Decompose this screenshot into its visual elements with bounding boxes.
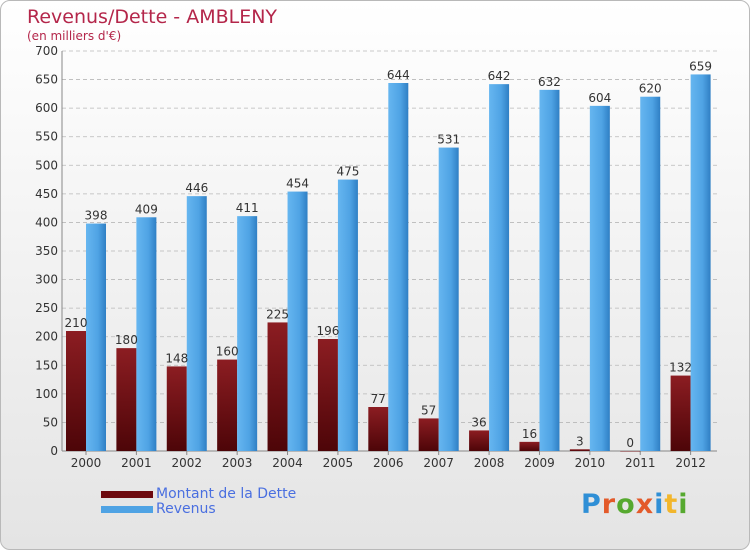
y-tick-label: 650	[35, 73, 58, 87]
data-label-revenue-2010: 604	[588, 91, 611, 105]
y-tick-label: 150	[35, 358, 58, 372]
data-label-revenue-2009: 632	[538, 75, 561, 89]
y-tick-label: 350	[35, 244, 58, 258]
y-tick-label: 200	[35, 330, 58, 344]
data-label-revenue-2008: 642	[488, 69, 511, 83]
bar-revenue-2008	[489, 84, 510, 452]
bar-debt-2005	[317, 339, 338, 451]
bar-revenue-2005	[337, 179, 358, 452]
bar-debt-2000	[66, 331, 86, 451]
chart-subtitle: (en milliers d'€)	[27, 29, 122, 43]
bar-debt-2004	[267, 322, 288, 451]
data-label-debt-2012: 132	[669, 361, 692, 375]
x-tick-label-2004: 2004	[272, 456, 303, 470]
bar-revenue-2011	[640, 96, 661, 451]
data-label-debt-2006: 77	[371, 392, 386, 406]
y-tick-label: 0	[50, 444, 58, 458]
bar-debt-2002	[166, 366, 187, 451]
data-label-debt-2004: 225	[266, 307, 289, 321]
bar-revenue-2012	[690, 74, 711, 451]
data-label-revenue-2007: 531	[437, 133, 460, 147]
y-tick-label: 600	[35, 101, 58, 115]
data-label-debt-2008: 36	[471, 415, 486, 429]
x-tick-label-2000: 2000	[71, 456, 102, 470]
y-tick-label: 500	[35, 158, 58, 172]
x-tick-label-2007: 2007	[423, 456, 454, 470]
x-tick-label-2003: 2003	[222, 456, 253, 470]
legend-swatch-revenue	[101, 506, 153, 513]
y-tick-label: 50	[43, 415, 58, 429]
data-label-debt-2003: 160	[216, 345, 239, 359]
bar-revenue-2000	[86, 223, 106, 451]
bar-debt-2006	[368, 407, 389, 451]
data-label-revenue-2000: 398	[85, 209, 108, 223]
legend-label-debt: Montant de la Dette	[156, 486, 297, 502]
bar-debt-2011	[620, 451, 641, 452]
legend-label-revenue: Revenus	[156, 501, 216, 517]
y-tick-label: 550	[35, 130, 58, 144]
data-label-debt-2005: 196	[316, 324, 339, 338]
bar-revenue-2004	[287, 191, 308, 452]
bar-revenue-2007	[438, 147, 459, 452]
x-tick-label-2002: 2002	[171, 456, 202, 470]
bar-revenue-2010	[589, 105, 610, 451]
bar-debt-2003	[217, 359, 238, 451]
data-label-debt-2001: 180	[115, 333, 138, 347]
bar-debt-2010	[569, 449, 590, 451]
bar-revenue-2001	[136, 217, 157, 451]
x-tick-label-2011: 2011	[625, 456, 656, 470]
bar-debt-2007	[418, 418, 439, 451]
legend-swatch-debt	[101, 491, 153, 498]
x-tick-label-2001: 2001	[121, 456, 152, 470]
x-tick-label-2005: 2005	[323, 456, 354, 470]
data-label-revenue-2003: 411	[236, 201, 259, 215]
y-tick-label: 700	[35, 44, 58, 58]
data-label-revenue-2001: 409	[135, 202, 158, 216]
x-tick-label-2012: 2012	[675, 456, 706, 470]
x-tick-label-2010: 2010	[575, 456, 606, 470]
data-label-debt-2010: 3	[576, 434, 584, 448]
bar-debt-2008	[469, 430, 490, 451]
y-tick-label: 450	[35, 187, 58, 201]
bar-revenue-2006	[388, 83, 409, 451]
data-label-revenue-2006: 644	[387, 68, 410, 82]
data-label-revenue-2012: 659	[689, 59, 712, 73]
bar-debt-2001	[116, 348, 137, 451]
data-label-revenue-2011: 620	[639, 82, 662, 96]
y-tick-label: 400	[35, 215, 58, 229]
bar-revenue-2002	[186, 196, 207, 451]
data-label-debt-2009: 16	[522, 427, 537, 441]
x-tick-label-2006: 2006	[373, 456, 404, 470]
x-tick-label-2009: 2009	[524, 456, 555, 470]
y-tick-label: 250	[35, 301, 58, 315]
data-label-revenue-2005: 475	[336, 165, 359, 179]
data-label-debt-2002: 148	[165, 351, 188, 365]
y-tick-label: 300	[35, 273, 58, 287]
data-label-revenue-2004: 454	[286, 177, 309, 191]
x-tick-label-2008: 2008	[474, 456, 505, 470]
chart-title: Revenus/Dette - AMBLENY	[27, 6, 278, 28]
data-label-debt-2007: 57	[421, 403, 436, 417]
bar-revenue-2003	[237, 216, 258, 451]
bar-debt-2009	[519, 441, 540, 451]
bar-revenue-2009	[539, 89, 560, 451]
y-tick-label: 100	[35, 387, 58, 401]
data-label-debt-2011: 0	[626, 436, 634, 450]
data-label-revenue-2002: 446	[185, 181, 208, 195]
data-label-debt-2000: 210	[65, 316, 88, 330]
bar-debt-2012	[670, 375, 691, 451]
proxiti-logo: Proxiti	[581, 489, 689, 520]
